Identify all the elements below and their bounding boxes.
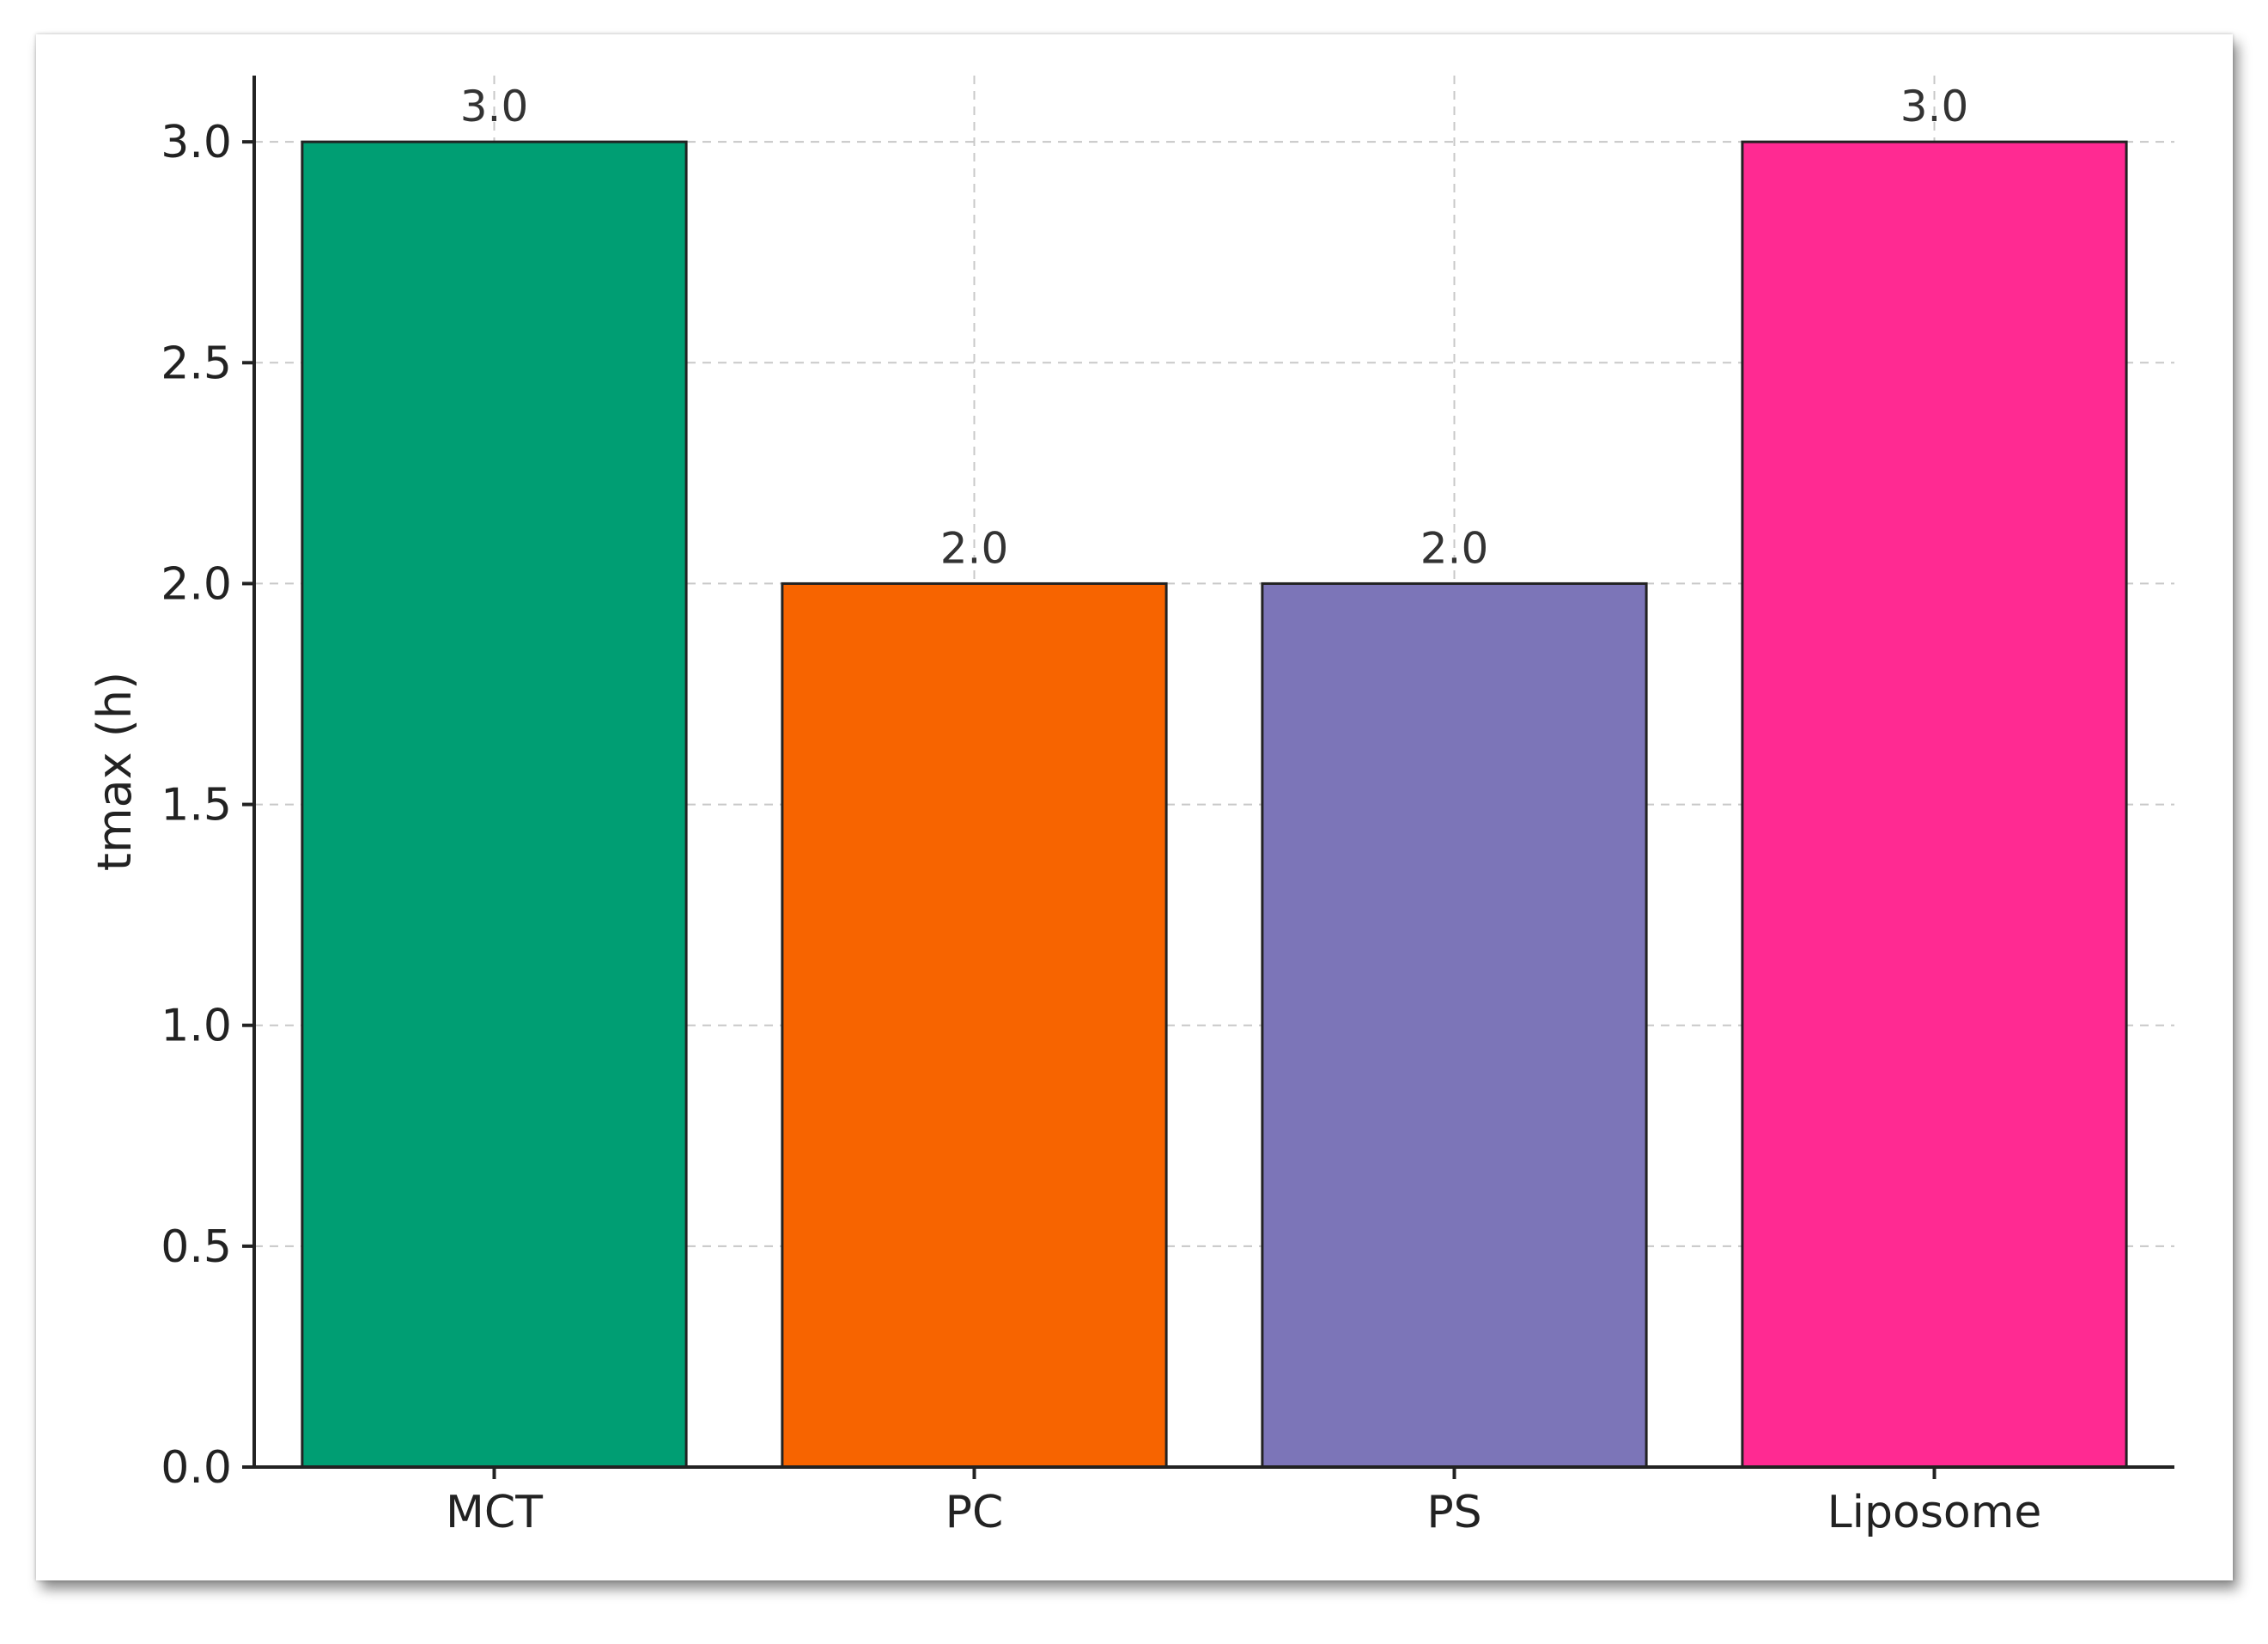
y-axis-ticks: 0.0 0.5 1.0 1.5 2.0 2.5 3.0 [161, 117, 254, 1494]
y-axis-title: tmax (h) [88, 672, 142, 871]
y-tick-label: 0.0 [161, 1442, 232, 1494]
x-tick-label: PC [946, 1487, 1004, 1538]
data-labels: 3.0 2.0 2.0 3.0 [460, 82, 1969, 573]
y-tick-label: 2.5 [161, 338, 232, 389]
bars [301, 140, 2128, 1469]
data-label-liposome: 3.0 [1900, 82, 1969, 131]
data-label-ps: 2.0 [1420, 523, 1489, 573]
y-tick-label: 1.0 [161, 1001, 232, 1052]
bar-mct [301, 140, 688, 1469]
x-tick-label: Liposome [1827, 1487, 2042, 1538]
bar-liposome [1741, 140, 2128, 1469]
y-tick-label: 0.5 [161, 1221, 232, 1273]
bar-ps [1261, 581, 1648, 1469]
x-axis-ticks: MCT PC PS Liposome [446, 1467, 2041, 1538]
data-label-pc: 2.0 [940, 523, 1009, 573]
data-label-mct: 3.0 [460, 82, 529, 131]
y-tick-label: 3.0 [161, 117, 232, 168]
x-tick-label: PS [1426, 1487, 1481, 1538]
y-tick-label: 2.0 [161, 558, 232, 610]
bar-pc [781, 581, 1168, 1469]
x-tick-label: MCT [446, 1487, 543, 1538]
axes [252, 76, 2174, 1469]
y-tick-label: 1.5 [161, 780, 232, 831]
